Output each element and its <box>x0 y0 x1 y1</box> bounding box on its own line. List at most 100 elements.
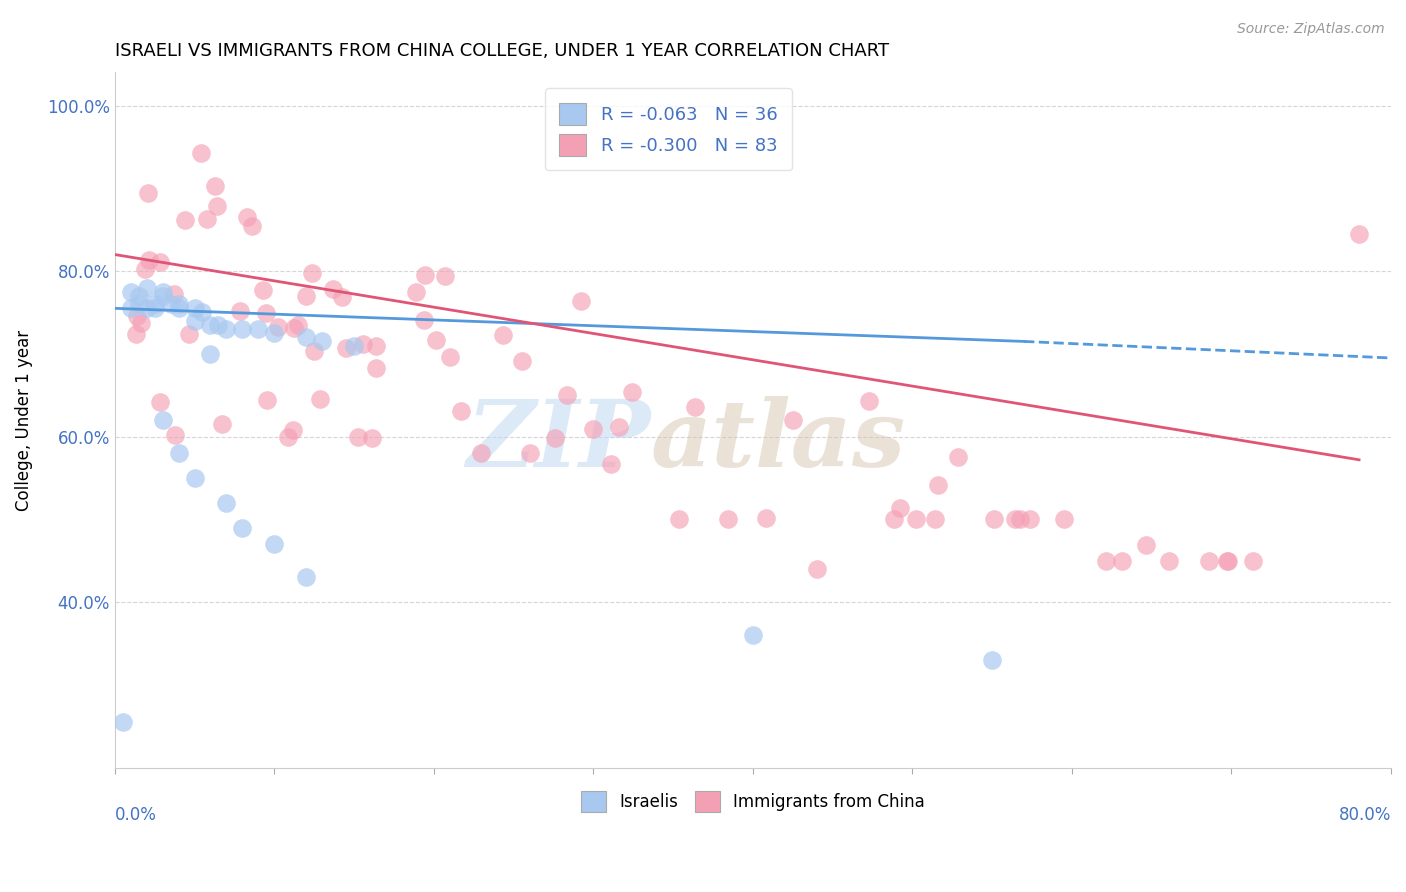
Point <box>143 297 166 311</box>
Point <box>1348 227 1371 241</box>
Point <box>889 500 911 515</box>
Point <box>311 334 333 349</box>
Point <box>134 261 156 276</box>
Point <box>167 446 190 460</box>
Point <box>1095 554 1118 568</box>
Point <box>1157 554 1180 568</box>
Point <box>135 280 157 294</box>
Point <box>668 512 690 526</box>
Point <box>582 421 605 435</box>
Point <box>1216 554 1239 568</box>
Point <box>717 512 740 526</box>
Point <box>904 512 927 526</box>
Point <box>128 289 150 303</box>
Point <box>163 286 186 301</box>
Point <box>607 420 630 434</box>
Point <box>283 321 305 335</box>
Point <box>295 570 318 584</box>
Point <box>295 289 318 303</box>
Point <box>254 306 277 320</box>
Point <box>231 521 253 535</box>
Point <box>125 327 148 342</box>
Point <box>470 446 492 460</box>
Point <box>200 347 222 361</box>
Point <box>741 628 763 642</box>
Point <box>858 394 880 409</box>
Point <box>167 297 190 311</box>
Point <box>287 318 309 333</box>
Point <box>215 322 238 336</box>
Point <box>322 282 344 296</box>
Point <box>174 213 197 227</box>
Text: atlas: atlas <box>651 396 905 486</box>
Point <box>127 310 149 324</box>
Point <box>405 285 427 300</box>
Point <box>120 301 142 316</box>
Point <box>510 354 533 368</box>
Point <box>425 333 447 347</box>
Point <box>413 268 436 283</box>
Point <box>361 431 384 445</box>
Point <box>129 316 152 330</box>
Text: ZIP: ZIP <box>467 396 651 486</box>
Point <box>1198 554 1220 568</box>
Point <box>183 471 205 485</box>
Point <box>135 301 157 316</box>
Point <box>167 301 190 316</box>
Point <box>240 219 263 233</box>
Point <box>433 269 456 284</box>
Point <box>335 342 357 356</box>
Point <box>195 211 218 226</box>
Point <box>295 330 318 344</box>
Point <box>543 431 565 445</box>
Point <box>179 327 201 342</box>
Point <box>571 294 593 309</box>
Point <box>981 653 1004 667</box>
Point <box>343 338 366 352</box>
Point <box>152 285 174 299</box>
Point <box>128 297 150 311</box>
Legend: Israelis, Immigrants from China: Israelis, Immigrants from China <box>574 785 932 819</box>
Point <box>159 297 181 311</box>
Point <box>983 512 1005 526</box>
Point <box>165 428 187 442</box>
Point <box>600 457 623 471</box>
Point <box>883 512 905 526</box>
Point <box>252 284 274 298</box>
Point <box>364 361 387 376</box>
Point <box>782 413 804 427</box>
Point <box>236 210 259 224</box>
Point <box>352 337 374 351</box>
Point <box>927 477 949 491</box>
Point <box>191 305 214 319</box>
Point <box>301 266 323 280</box>
Point <box>277 430 299 444</box>
Point <box>924 512 946 526</box>
Point <box>1135 538 1157 552</box>
Point <box>136 186 159 201</box>
Point <box>149 254 172 268</box>
Point <box>683 400 706 414</box>
Point <box>620 384 643 399</box>
Point <box>519 446 541 460</box>
Point <box>204 179 226 194</box>
Point <box>263 537 285 551</box>
Point <box>215 496 238 510</box>
Point <box>247 322 270 336</box>
Point <box>143 301 166 316</box>
Text: 80.0%: 80.0% <box>1339 806 1391 824</box>
Point <box>152 289 174 303</box>
Y-axis label: College, Under 1 year: College, Under 1 year <box>15 329 32 510</box>
Point <box>1053 512 1076 526</box>
Point <box>450 403 472 417</box>
Text: ISRAELI VS IMMIGRANTS FROM CHINA COLLEGE, UNDER 1 YEAR CORRELATION CHART: ISRAELI VS IMMIGRANTS FROM CHINA COLLEGE… <box>115 42 889 60</box>
Point <box>183 314 205 328</box>
Point <box>1008 512 1031 526</box>
Point <box>755 511 778 525</box>
Text: Source: ZipAtlas.com: Source: ZipAtlas.com <box>1237 22 1385 37</box>
Point <box>302 343 325 358</box>
Point <box>267 319 290 334</box>
Point <box>491 327 513 342</box>
Point <box>207 318 229 332</box>
Point <box>211 417 233 432</box>
